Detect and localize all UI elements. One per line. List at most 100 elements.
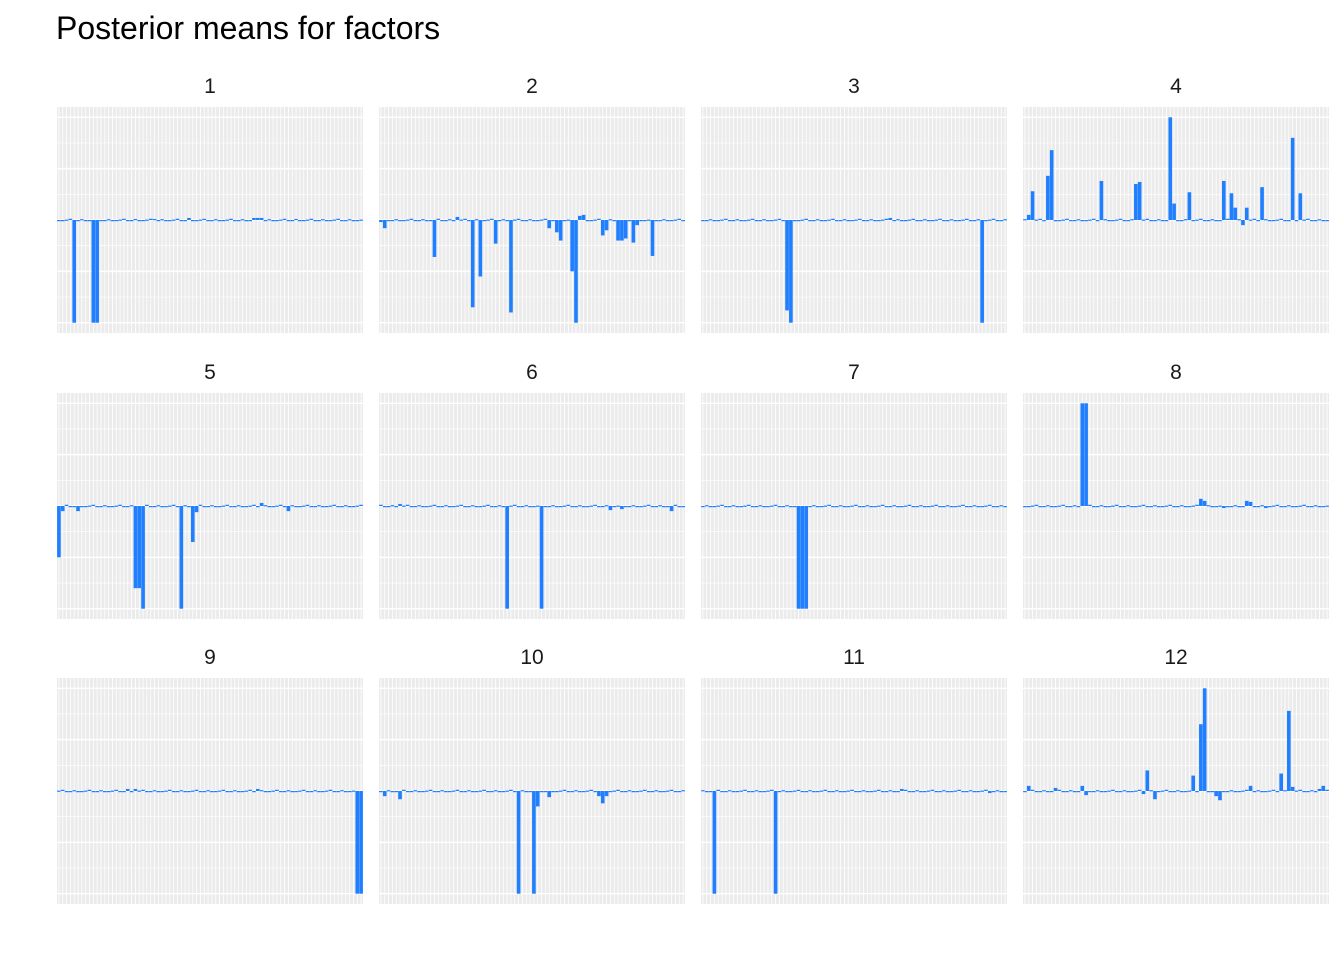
bar — [1065, 218, 1069, 220]
bar — [1111, 220, 1115, 222]
bar — [271, 790, 275, 792]
bar — [1034, 504, 1039, 506]
bar — [252, 791, 256, 793]
bar — [301, 789, 306, 791]
bar — [1145, 506, 1150, 508]
bar — [137, 790, 142, 792]
bar — [332, 219, 337, 221]
bar — [743, 220, 747, 222]
bar — [1003, 506, 1007, 508]
bar — [516, 218, 521, 220]
bar — [773, 219, 778, 221]
bar — [1275, 219, 1280, 221]
bar — [1195, 504, 1199, 506]
bar — [282, 791, 287, 793]
bar — [987, 219, 992, 221]
bar — [750, 506, 755, 508]
bar — [639, 506, 643, 508]
bar — [1214, 791, 1218, 797]
bar — [493, 506, 498, 508]
bar — [1145, 218, 1150, 220]
bar — [1202, 220, 1207, 222]
bar — [263, 505, 268, 507]
bar — [328, 505, 333, 507]
facet-panels: 1 2 3 45 6 7 89 10 11 12 — [57, 75, 1329, 904]
bar — [945, 220, 950, 222]
bar — [1244, 500, 1249, 506]
chart-title: Posterior means for factors — [56, 10, 440, 46]
facet-panel-10: 10 — [379, 646, 685, 904]
bar — [343, 220, 348, 222]
bar — [321, 791, 325, 793]
bar — [386, 790, 391, 792]
bar — [156, 791, 161, 793]
bar — [957, 505, 962, 507]
bar — [1225, 506, 1230, 508]
bar — [1309, 506, 1314, 508]
bar — [432, 220, 437, 257]
bar — [1091, 506, 1096, 508]
bar — [716, 505, 721, 507]
bar — [1290, 137, 1295, 220]
bar — [865, 791, 870, 793]
bar — [133, 506, 138, 589]
bar — [838, 505, 843, 507]
bar — [665, 790, 670, 792]
bar — [110, 790, 115, 792]
bar — [987, 504, 992, 506]
bar — [1107, 790, 1111, 792]
bar — [623, 506, 628, 508]
bar — [1164, 220, 1169, 222]
bar — [1248, 501, 1253, 506]
bar — [305, 504, 310, 506]
bar — [432, 791, 437, 793]
bar — [72, 220, 77, 323]
bar — [528, 791, 532, 793]
bar — [122, 218, 126, 220]
bar — [677, 791, 682, 793]
bar — [324, 506, 329, 508]
bar — [1038, 218, 1043, 220]
bar — [417, 791, 421, 793]
bar — [171, 791, 176, 793]
bar — [812, 220, 816, 222]
bar — [486, 791, 490, 793]
bar — [160, 219, 165, 221]
bar — [467, 506, 471, 508]
bar — [340, 790, 344, 792]
bar — [1134, 506, 1138, 508]
bar — [324, 220, 329, 222]
bar — [520, 220, 525, 222]
bar — [106, 219, 111, 221]
bar — [1080, 220, 1085, 222]
bar — [1271, 220, 1276, 222]
bar — [1214, 220, 1218, 222]
facet-strip-label: 2 — [526, 75, 538, 98]
bar — [735, 506, 740, 508]
bar — [118, 504, 122, 506]
bar — [1172, 791, 1176, 793]
bar — [566, 219, 571, 221]
bar — [930, 789, 935, 791]
bar — [72, 790, 77, 792]
bar — [520, 790, 525, 792]
bar — [497, 220, 502, 222]
bar — [255, 217, 260, 220]
bar — [60, 220, 65, 222]
bar — [1267, 506, 1272, 508]
bar — [873, 790, 877, 792]
bar — [137, 220, 142, 222]
bar — [646, 504, 651, 506]
bar — [1229, 506, 1234, 508]
bar — [1030, 191, 1035, 220]
bar — [704, 791, 709, 793]
bar — [892, 791, 896, 793]
bar — [68, 506, 73, 508]
bar — [470, 220, 475, 308]
bar — [635, 506, 640, 508]
bar — [712, 220, 717, 222]
bar — [402, 220, 406, 222]
bar — [355, 220, 360, 222]
bar — [455, 216, 460, 220]
bar — [225, 219, 230, 221]
